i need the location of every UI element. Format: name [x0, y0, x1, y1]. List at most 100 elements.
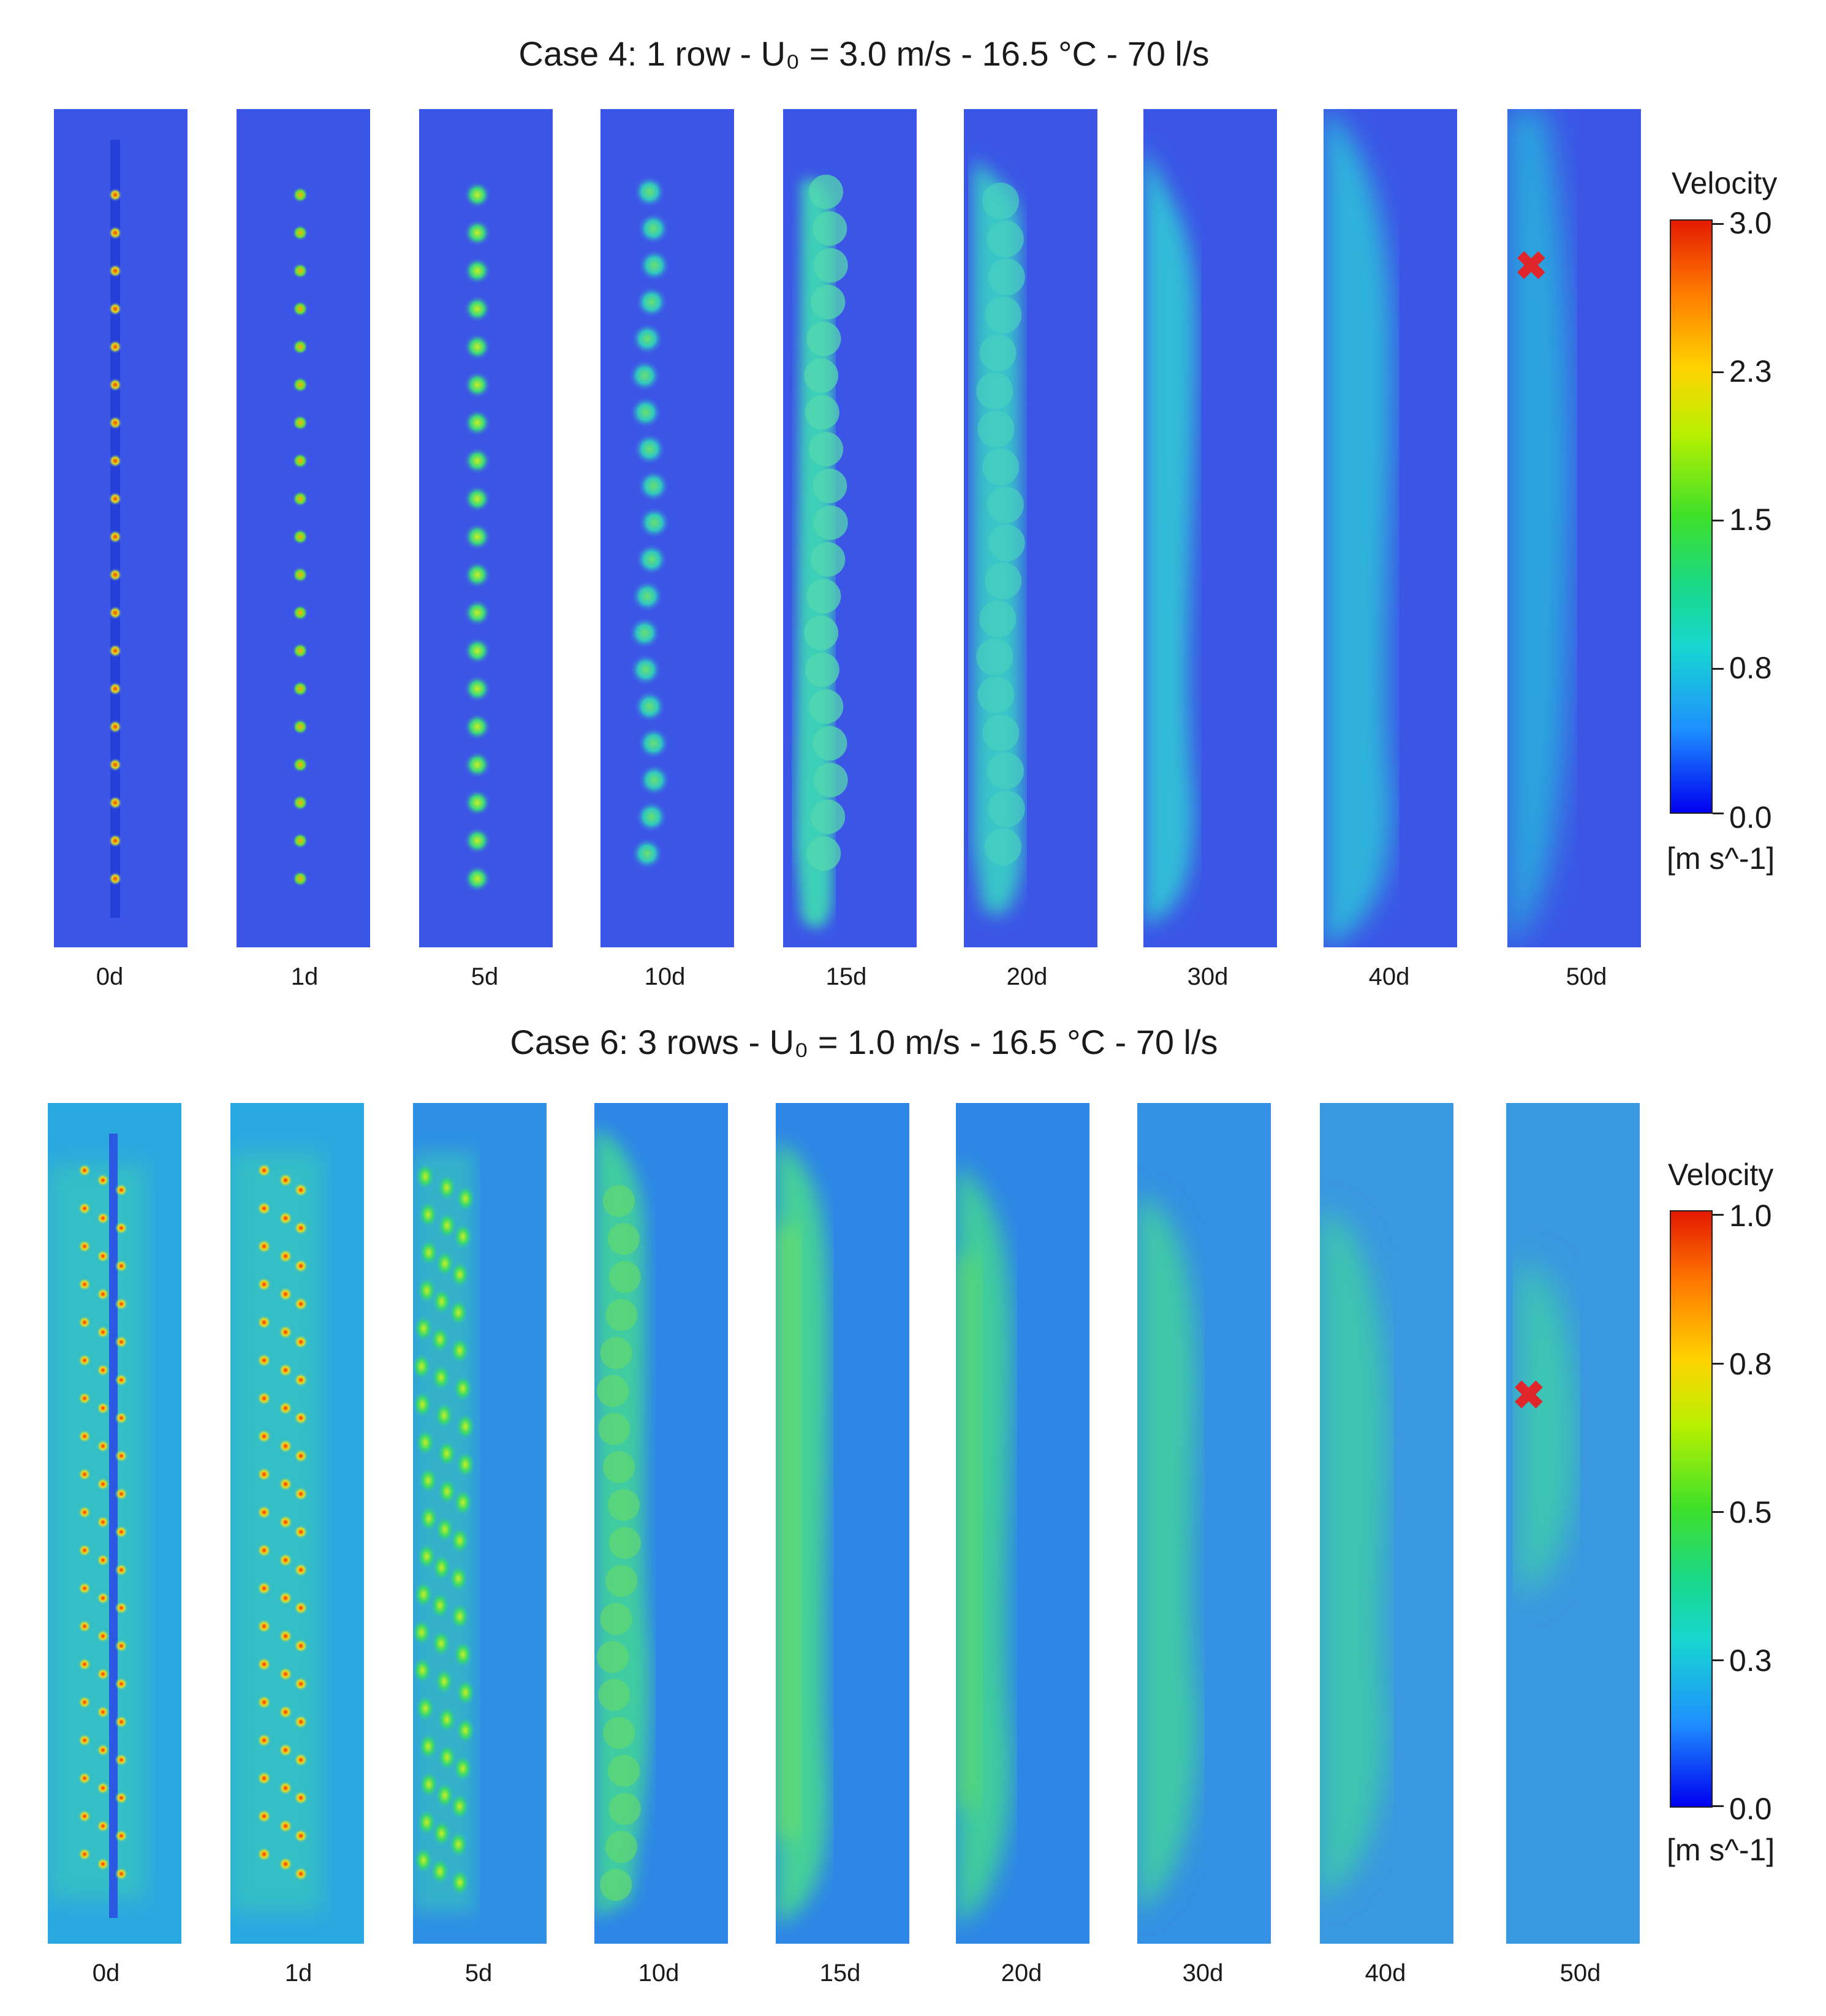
- jet-plume-blob: [988, 259, 1025, 295]
- case6-title: Case 6: 3 rows - U₀ = 1.0 m/s - 16.5 °C …: [510, 1023, 1218, 1061]
- jet-plume-blob: [115, 1715, 128, 1729]
- jet-plume-blob: [292, 187, 308, 203]
- jet-plume-blob: [631, 323, 664, 355]
- jet-plume-blob: [78, 1468, 91, 1481]
- jet-plume-blob: [437, 1173, 457, 1202]
- jet-plume-blob: [985, 297, 1022, 333]
- case6-unit-label: [m s^-1]: [1667, 1833, 1775, 1867]
- jet-plume-blob: [96, 1591, 110, 1605]
- jet-plume-blob: [108, 302, 122, 316]
- jet-plume-blob: [453, 1222, 473, 1251]
- case6-label-20d: 20d: [1001, 1960, 1042, 1987]
- jet-plume-blob: [638, 764, 670, 796]
- jet-plume-blob: [464, 713, 491, 740]
- jet-plume-blob: [434, 1401, 454, 1430]
- case6-panel-30d: [1137, 1103, 1271, 1944]
- jet-plume-blob: [977, 676, 1015, 713]
- jet-plume-blob: [597, 1375, 629, 1407]
- case4-label-10d: 10d: [644, 963, 686, 990]
- jet-plume-blob: [257, 1619, 271, 1634]
- jet-plume-blob: [455, 1450, 475, 1479]
- jet-plume-blob: [115, 1867, 128, 1881]
- jet-plume-blob: [437, 1211, 457, 1240]
- jet-plume-blob: [108, 720, 122, 733]
- jet-plume-blob: [294, 1677, 308, 1691]
- jet-plume-blob: [108, 644, 122, 657]
- jet-plume-blob: [115, 1791, 128, 1805]
- jet-plume-blob: [278, 1439, 293, 1453]
- jet-plume-blob: [976, 373, 1013, 409]
- jet-plume-blob: [988, 525, 1025, 561]
- jet-plume-blob: [278, 1173, 293, 1188]
- jet-plume-blob: [809, 689, 844, 724]
- jet-plume-blob: [292, 491, 308, 507]
- jet-plume-blob: [637, 727, 670, 759]
- jet-plume-blob: [464, 523, 491, 550]
- jet-plume-blob: [278, 1819, 293, 1833]
- jet-plume-blob: [631, 580, 664, 612]
- case4-panel-5d: [419, 109, 553, 947]
- case4-label-50d: 50d: [1566, 963, 1607, 990]
- jet-plume-blob: [415, 1428, 436, 1457]
- jet-plume-blob: [804, 616, 839, 650]
- jet-plume-blob: [292, 567, 308, 583]
- jet-plume-blob: [78, 1809, 91, 1823]
- jet-plume-blob: [278, 1325, 293, 1340]
- jet-plume-blob: [987, 752, 1025, 789]
- case4-unit-label: [m s^-1]: [1667, 841, 1775, 876]
- jet-plume-blob: [431, 1287, 452, 1316]
- case4-label-5d: 5d: [471, 963, 499, 990]
- jet-plume-blob: [96, 1553, 110, 1567]
- case4-label-40d: 40d: [1368, 963, 1410, 990]
- jet-plume-blob: [292, 377, 308, 393]
- jet-plume-blob: [278, 1743, 293, 1757]
- jet-plume-blob: [294, 1525, 308, 1539]
- jet-plume-blob: [115, 1639, 128, 1653]
- jet-plume-blob: [115, 1297, 128, 1311]
- jet-plume-blob: [464, 219, 491, 246]
- jet-plume-blob: [96, 1401, 110, 1415]
- jet-plume-blob: [78, 1658, 91, 1671]
- jet-plume-blob: [417, 1808, 437, 1836]
- jet-plume-blob: [417, 1276, 437, 1305]
- jet-plume-blob: [987, 221, 1024, 257]
- jet-plume-blob: [982, 183, 1019, 219]
- jet-plume-blob: [96, 1439, 110, 1453]
- jet-plume-blob: [96, 1477, 110, 1491]
- jet-plume-blob: [450, 1526, 470, 1555]
- jet-plume-blob: [108, 454, 122, 468]
- jet-plume-blob: [108, 378, 122, 392]
- jet-plume-blob: [635, 544, 668, 575]
- jet-plume-blob: [608, 1755, 640, 1787]
- case6-label-40d: 40d: [1365, 1960, 1406, 1987]
- jet-plume-blob: [414, 1314, 434, 1343]
- jet-plume-blob: [464, 865, 491, 892]
- jet-plume-blob: [292, 833, 308, 849]
- case6-label-50d: 50d: [1559, 1960, 1601, 1987]
- case6-tick: [1713, 1805, 1724, 1807]
- jet-plume-blob: [437, 1477, 457, 1506]
- jet-plume-blob: [278, 1249, 293, 1264]
- jet-plume-blob: [78, 1847, 91, 1861]
- jet-plume-blob: [257, 1581, 271, 1596]
- jet-plume-blob: [603, 1717, 635, 1749]
- case4-panel-10d: [600, 109, 734, 947]
- jet-plume-blob: [78, 1164, 91, 1177]
- jet-plume-blob: [813, 506, 848, 540]
- jet-plume-blob: [108, 264, 122, 278]
- jet-plume-blob: [278, 1211, 293, 1226]
- jet-plume-blob: [809, 432, 844, 466]
- jet-plume-blob: [115, 1411, 128, 1425]
- jet-plume-blob: [292, 871, 308, 887]
- jet-plume-blob: [635, 286, 668, 318]
- case4-label-30d: 30d: [1187, 963, 1229, 990]
- jet-plume-blob: [278, 1287, 293, 1302]
- jet-plume-blob: [437, 1439, 457, 1468]
- jet-plume-blob: [108, 568, 122, 582]
- jet-plume-blob: [806, 322, 841, 356]
- case4-panel-30d: [1143, 109, 1277, 947]
- jet-plume-blob: [292, 225, 308, 241]
- jet-plume-blob: [108, 872, 122, 885]
- jet-plume-blob: [453, 1754, 473, 1783]
- jet-plume-blob: [608, 1261, 641, 1293]
